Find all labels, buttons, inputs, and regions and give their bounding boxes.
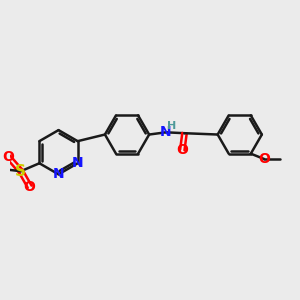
Text: N: N xyxy=(53,167,64,181)
Text: O: O xyxy=(176,143,188,157)
Text: O: O xyxy=(258,152,270,166)
Text: N: N xyxy=(160,125,172,139)
Text: H: H xyxy=(167,121,177,131)
Text: O: O xyxy=(2,150,14,164)
Text: S: S xyxy=(15,164,26,179)
Text: N: N xyxy=(72,156,83,170)
Text: O: O xyxy=(24,180,36,194)
